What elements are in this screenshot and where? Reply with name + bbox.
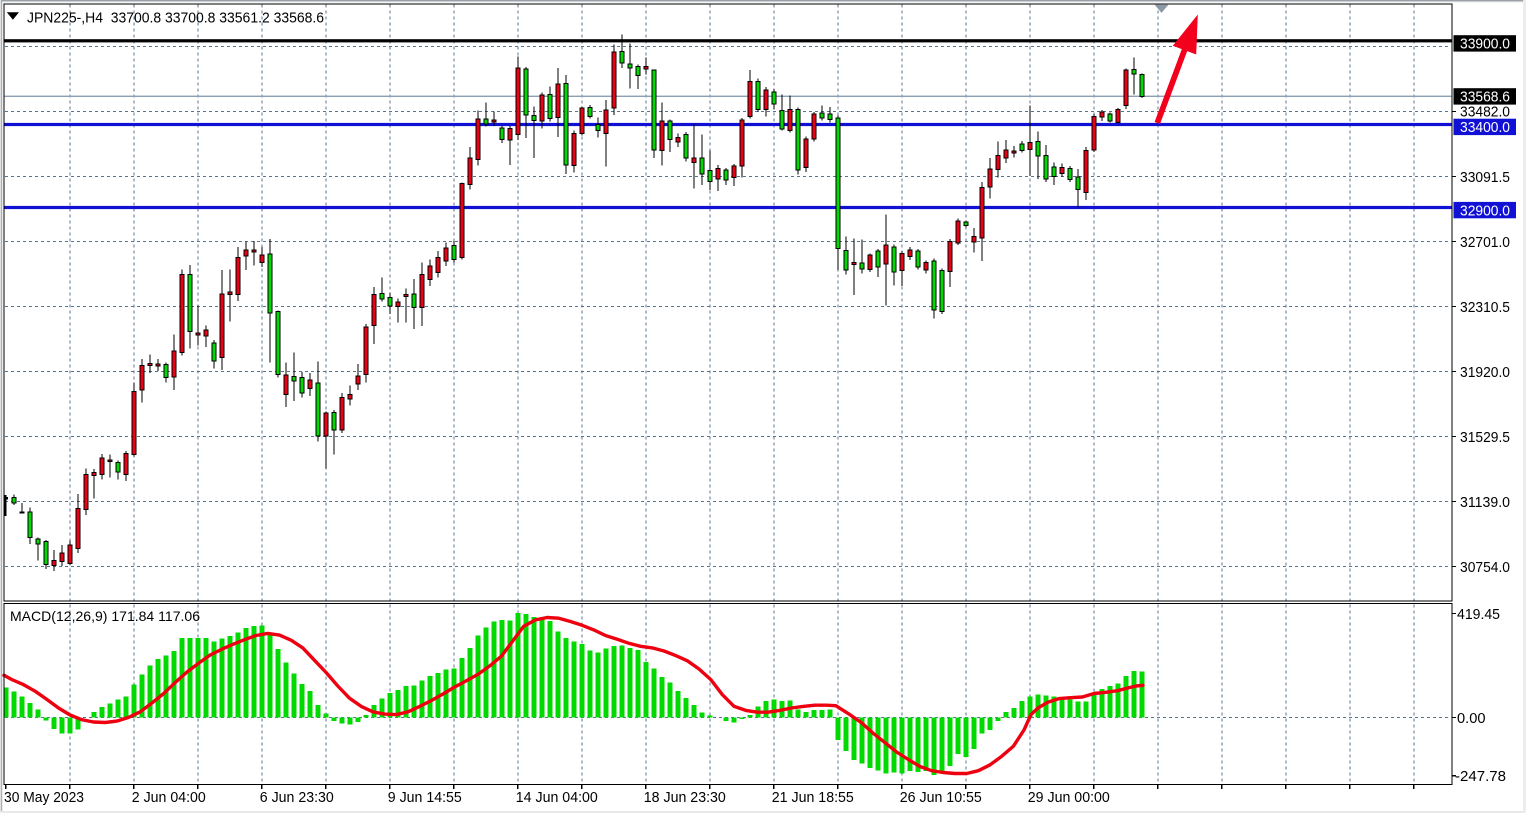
svg-text:30754.0: 30754.0 <box>1460 560 1510 576</box>
svg-text:JPN225-,H4 33700.8 33700.8 33: JPN225-,H4 33700.8 33700.8 33561.2 33568… <box>27 9 324 26</box>
svg-text:33091.5: 33091.5 <box>1460 170 1510 186</box>
svg-text:0.00: 0.00 <box>1457 711 1486 727</box>
svg-text:31920.0: 31920.0 <box>1460 365 1510 381</box>
svg-text:32310.5: 32310.5 <box>1460 300 1510 316</box>
svg-text:18 Jun 23:30: 18 Jun 23:30 <box>644 790 726 806</box>
svg-text:33900.0: 33900.0 <box>1460 37 1510 53</box>
svg-text:31139.0: 31139.0 <box>1460 495 1510 511</box>
svg-text:29 Jun 00:00: 29 Jun 00:00 <box>1028 790 1110 806</box>
svg-text:6 Jun 23:30: 6 Jun 23:30 <box>260 790 334 806</box>
svg-text:2 Jun 04:00: 2 Jun 04:00 <box>132 790 206 806</box>
svg-text:33400.0: 33400.0 <box>1460 120 1510 136</box>
svg-text:30 May 2023: 30 May 2023 <box>4 790 84 806</box>
svg-text:32701.0: 32701.0 <box>1460 235 1510 251</box>
svg-text:-247.78: -247.78 <box>1455 769 1506 785</box>
svg-text:14 Jun 04:00: 14 Jun 04:00 <box>516 790 598 806</box>
svg-text:419.45: 419.45 <box>1457 607 1500 623</box>
svg-text:31529.5: 31529.5 <box>1460 430 1510 446</box>
svg-text:MACD(12,26,9) 171.84 117.06: MACD(12,26,9) 171.84 117.06 <box>10 608 200 624</box>
svg-text:9 Jun 14:55: 9 Jun 14:55 <box>388 790 462 806</box>
svg-text:33568.6: 33568.6 <box>1460 90 1510 106</box>
svg-text:21 Jun 18:55: 21 Jun 18:55 <box>772 790 854 806</box>
svg-text:32900.0: 32900.0 <box>1460 203 1510 219</box>
svg-text:33482.0: 33482.0 <box>1460 105 1510 121</box>
svg-text:26 Jun 10:55: 26 Jun 10:55 <box>900 790 982 806</box>
